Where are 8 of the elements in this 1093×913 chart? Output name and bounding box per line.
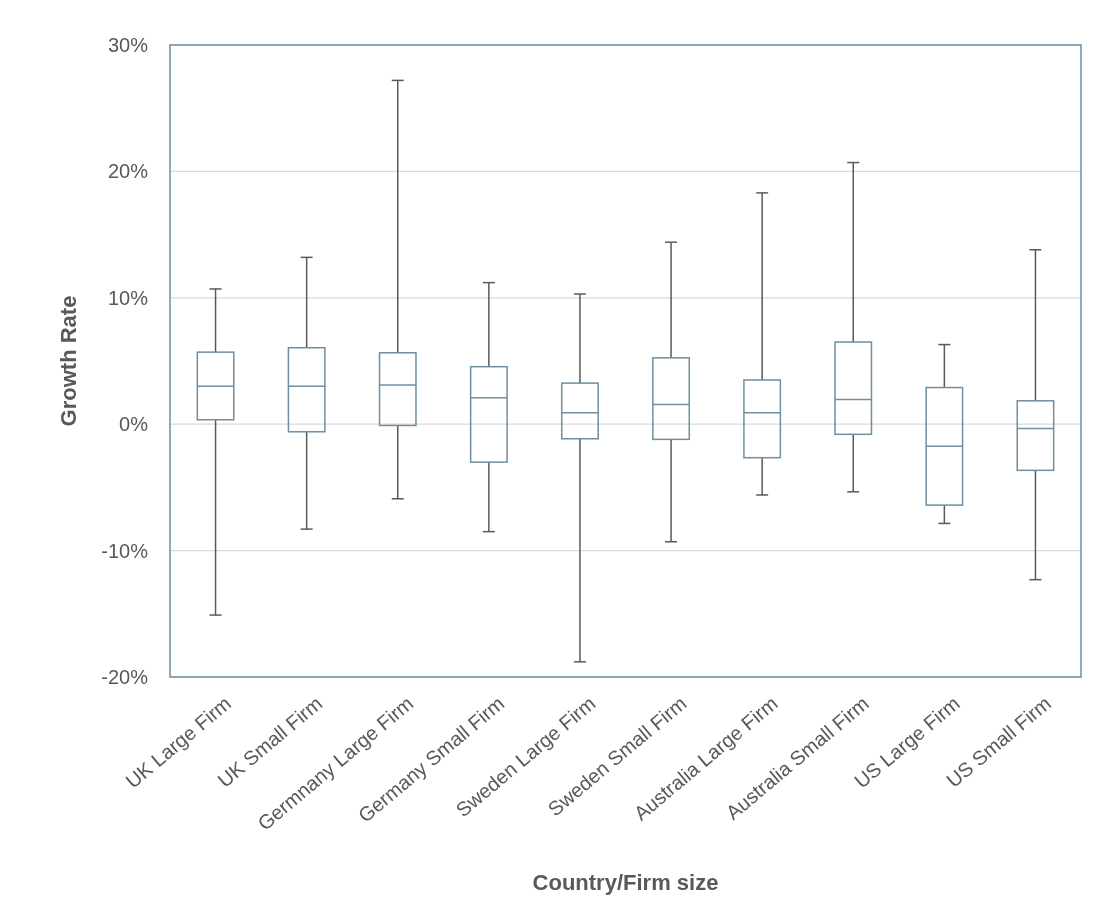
y-tick-label: 10% [107,286,149,309]
y-tick-label: -10% [101,539,149,562]
y-tick-label: 0% [119,413,149,436]
y-axis-title: Growth Rate [56,295,81,427]
x-axis-title: Country/Firm size [532,870,719,895]
y-tick-label: 20% [107,160,149,183]
y-tick-label: 30% [107,34,149,56]
y-tick-label: -20% [101,666,149,688]
